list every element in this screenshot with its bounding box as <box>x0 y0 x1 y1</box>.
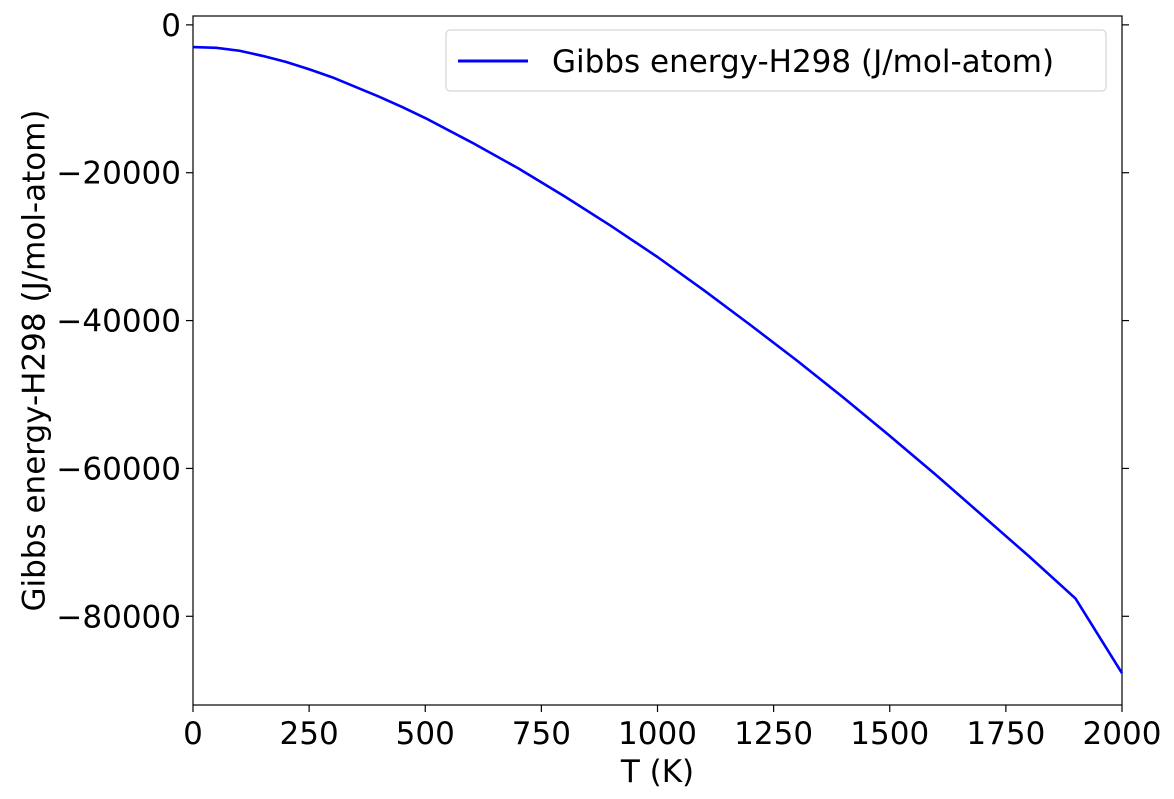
x-tick-label: 1500 <box>850 716 929 752</box>
y-tick-label: −40000 <box>56 304 181 340</box>
x-tick-label: 750 <box>512 716 571 752</box>
x-tick-label: 0 <box>183 716 203 752</box>
series-layer <box>192 45 1124 674</box>
series-line-0 <box>192 45 1124 674</box>
x-tick-label: 1750 <box>966 716 1045 752</box>
y-tick-label: −60000 <box>56 451 181 487</box>
legend: Gibbs energy-H298 (J/mol-atom) <box>445 29 1107 92</box>
x-tick-label: 250 <box>280 716 339 752</box>
x-tick-label: 1250 <box>734 716 813 752</box>
x-tick-label: 2000 <box>1083 716 1162 752</box>
legend-label: Gibbs energy-H298 (J/mol-atom) <box>552 44 1054 80</box>
y-axis-ticks: 0 −20000 −40000 −60000 −80000 <box>56 8 1129 635</box>
legend-box <box>445 29 1107 92</box>
x-tick-label: 1000 <box>618 716 697 752</box>
y-tick-label: −20000 <box>56 156 181 192</box>
y-tick-label: −80000 <box>56 599 181 635</box>
x-axis-ticks: 0 250 500 750 1000 1250 1500 1750 2000 <box>183 705 1161 752</box>
y-tick-label: 0 <box>161 8 181 44</box>
plot-area: 0 250 500 750 1000 1250 1500 1750 2000 0 −20000 −4… <box>56 8 1161 752</box>
x-tick-label: 500 <box>396 716 455 752</box>
y-axis-label: Gibbs energy-H298 (J/mol-atom) <box>17 109 53 611</box>
x-axis-label: T (K) <box>620 754 694 790</box>
